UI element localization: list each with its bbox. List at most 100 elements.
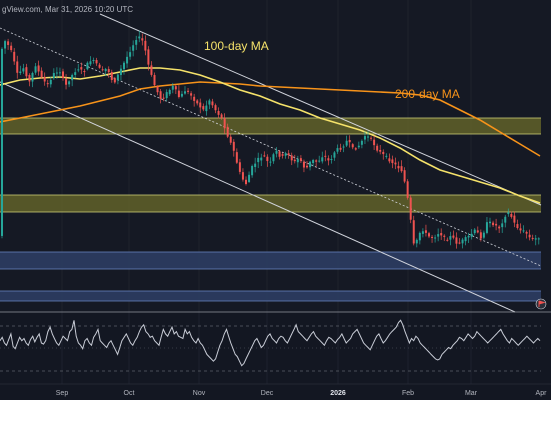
candle-body (7, 41, 10, 45)
candle-body (501, 223, 504, 228)
candle-body (458, 242, 461, 244)
candle-body (284, 153, 287, 156)
candle-body (360, 140, 363, 145)
candle-body (65, 78, 68, 85)
candle-body (412, 220, 415, 244)
candle-body (345, 140, 348, 146)
candle-body (470, 233, 473, 237)
candle-body (525, 231, 528, 234)
candle-body (116, 74, 119, 81)
candle-body (92, 59, 95, 61)
candle-body (278, 151, 281, 157)
support-zone-lower (0, 291, 541, 301)
ma200-annotation: 200-day MA (395, 87, 460, 101)
candle-body (498, 226, 501, 229)
candle-body (373, 139, 376, 146)
candle-body (190, 93, 193, 96)
candle-body (440, 233, 443, 236)
candle-body (333, 152, 336, 158)
x-tick-nov: Nov (193, 390, 206, 397)
candle-body (71, 74, 74, 81)
candle-body (327, 158, 330, 161)
candle-body (528, 234, 531, 238)
candle-body (312, 160, 315, 164)
candle-body (302, 161, 305, 168)
candle-body (199, 102, 202, 108)
candles (1, 30, 540, 249)
candle-body (37, 65, 40, 72)
candle-body (1, 48, 3, 236)
support-zone-upper (0, 252, 541, 269)
ma100-annotation: 100-day MA (204, 39, 269, 53)
candle-body (379, 149, 382, 152)
candle-body (519, 228, 522, 231)
candle-body (376, 145, 379, 151)
channel-mid-line (0, 27, 542, 267)
candle-body (89, 61, 92, 65)
candle-body (504, 216, 507, 223)
gridlines (61, 0, 472, 384)
candle-body (367, 136, 369, 138)
candle-body (324, 155, 327, 157)
x-tick-2026: 2026 (330, 390, 346, 397)
candle-body (58, 72, 61, 74)
candle-body (272, 154, 275, 162)
candle-body (299, 158, 302, 161)
x-axis[interactable]: Sep Oct Nov Dec 2026 Feb Mar Apr (0, 383, 551, 400)
candle-body (16, 61, 19, 73)
candle-body (287, 153, 290, 156)
candle-body (193, 96, 196, 101)
candle-body (248, 174, 251, 183)
candle-body (40, 70, 43, 78)
candle-body (238, 162, 241, 172)
resistance-zone-upper (0, 118, 541, 134)
channel (0, 13, 542, 313)
candle-body (214, 105, 217, 111)
candle-body (153, 75, 156, 86)
candle-body (28, 74, 31, 82)
candle-body (290, 155, 293, 161)
candle-body (534, 238, 537, 240)
candle-body (132, 45, 135, 51)
candle-body (479, 232, 482, 239)
candle-body (55, 72, 58, 74)
candle-body (62, 71, 64, 78)
candle-body (254, 163, 257, 167)
candle-body (489, 221, 491, 224)
oscillator-pane (0, 319, 541, 372)
candle-body (226, 126, 229, 137)
candle-body (306, 165, 308, 168)
candle-body (370, 137, 373, 139)
candle-body (34, 66, 37, 73)
candle-body (211, 101, 214, 106)
candle-body (296, 159, 299, 163)
candle-body (263, 155, 266, 157)
candle-body (363, 136, 366, 140)
candle-body (245, 179, 247, 184)
candle-body (95, 60, 98, 64)
candle-body (537, 238, 540, 240)
candle-body (431, 236, 434, 238)
candle-body (43, 76, 46, 82)
x-tick-dec: Dec (261, 390, 274, 397)
candle-body (418, 232, 421, 241)
candle-body (126, 56, 129, 64)
candle-body (391, 159, 394, 164)
candle-body (77, 69, 80, 71)
candle-body (107, 69, 110, 73)
candle-body (522, 230, 525, 232)
x-tick-feb: Feb (402, 390, 414, 397)
candle-body (208, 100, 211, 105)
candle-body (351, 144, 354, 148)
candle-body (4, 41, 7, 49)
candle-body (68, 81, 71, 85)
candle-body (220, 114, 223, 119)
candle-body (336, 148, 339, 152)
candle-body (49, 79, 52, 85)
candle-body (461, 239, 464, 244)
flag-icon[interactable] (535, 298, 547, 310)
candle-body (150, 65, 153, 75)
candle-body (409, 197, 412, 220)
